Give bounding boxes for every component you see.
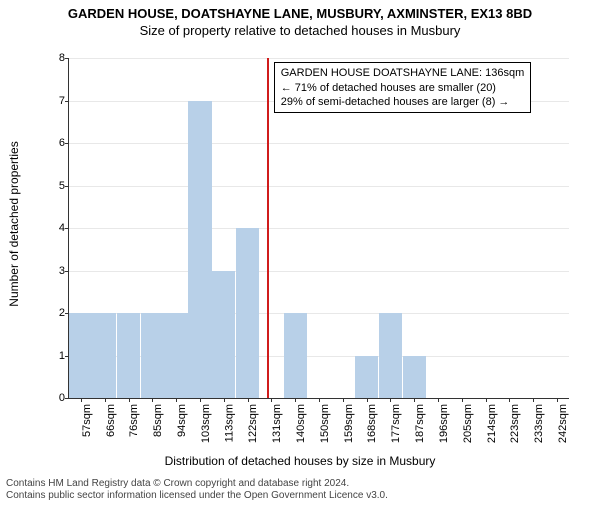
annotation-line: GARDEN HOUSE DOATSHAYNE LANE: 136sqm <box>281 66 525 80</box>
ytick-label: 0 <box>59 392 69 404</box>
xtick-mark <box>129 398 130 402</box>
annotation-box: GARDEN HOUSE DOATSHAYNE LANE: 136sqm← 71… <box>274 62 532 113</box>
ytick-label: 1 <box>59 350 69 362</box>
plot-area: 01234567857sqm66sqm76sqm85sqm94sqm103sqm… <box>68 58 569 399</box>
bar <box>69 313 92 398</box>
annotation-line: ← 71% of detached houses are smaller (20… <box>281 81 525 95</box>
footer-line2: Contains public sector information licen… <box>6 490 594 502</box>
gridline-h <box>69 186 569 187</box>
xtick-mark <box>438 398 439 402</box>
gridline-h <box>69 143 569 144</box>
xtick-mark <box>509 398 510 402</box>
gridline-h <box>69 228 569 229</box>
annotation-line: 29% of semi-detached houses are larger (… <box>281 95 525 109</box>
xtick-mark <box>176 398 177 402</box>
ytick-label: 7 <box>59 95 69 107</box>
ytick-label: 6 <box>59 137 69 149</box>
gridline-h <box>69 58 569 59</box>
bar <box>164 313 187 398</box>
footer-line1: Contains HM Land Registry data © Crown c… <box>6 478 594 490</box>
footer: Contains HM Land Registry data © Crown c… <box>0 478 600 502</box>
y-axis-label: Number of detached properties <box>7 141 21 306</box>
xtick-mark <box>486 398 487 402</box>
xtick-mark <box>319 398 320 402</box>
xtick-mark <box>533 398 534 402</box>
bar <box>236 228 259 398</box>
xtick-mark <box>81 398 82 402</box>
bar <box>93 313 116 398</box>
bar <box>117 313 140 398</box>
xtick-mark <box>295 398 296 402</box>
ytick-label: 3 <box>59 265 69 277</box>
bar <box>141 313 164 398</box>
marker-line <box>267 58 269 398</box>
ytick-label: 8 <box>59 52 69 64</box>
x-axis-label: Distribution of detached houses by size … <box>165 454 436 468</box>
xtick-mark <box>390 398 391 402</box>
xtick-mark <box>414 398 415 402</box>
xtick-mark <box>200 398 201 402</box>
page-subtitle: Size of property relative to detached ho… <box>0 23 600 38</box>
page-title: GARDEN HOUSE, DOATSHAYNE LANE, MUSBURY, … <box>0 6 600 21</box>
xtick-mark <box>224 398 225 402</box>
xtick-mark <box>271 398 272 402</box>
bar <box>355 356 378 399</box>
bar <box>212 271 235 399</box>
bar <box>284 313 307 398</box>
ytick-label: 4 <box>59 222 69 234</box>
xtick-mark <box>462 398 463 402</box>
ytick-label: 5 <box>59 180 69 192</box>
gridline-h <box>69 271 569 272</box>
chart-container: 01234567857sqm66sqm76sqm85sqm94sqm103sqm… <box>46 54 578 434</box>
bar <box>403 356 426 399</box>
xtick-mark <box>105 398 106 402</box>
xtick-mark <box>367 398 368 402</box>
xtick-mark <box>248 398 249 402</box>
bar <box>188 101 211 399</box>
bar <box>379 313 402 398</box>
xtick-mark <box>343 398 344 402</box>
ytick-label: 2 <box>59 307 69 319</box>
xtick-mark <box>152 398 153 402</box>
xtick-mark <box>557 398 558 402</box>
